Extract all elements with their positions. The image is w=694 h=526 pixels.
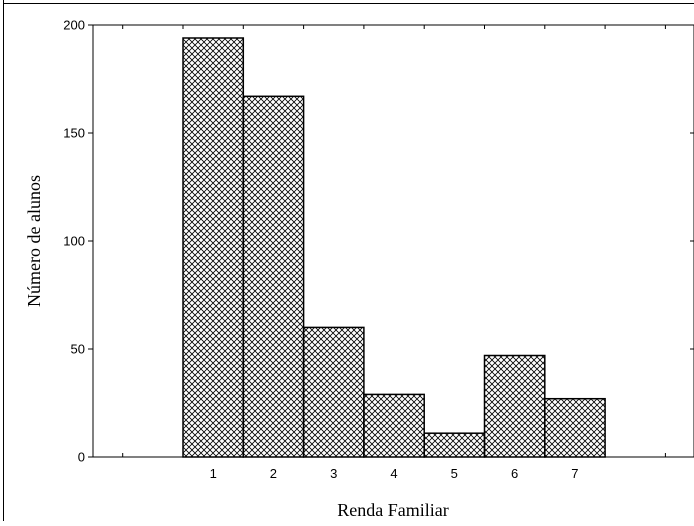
y-tick-label: 0 (78, 450, 85, 465)
x-tick-label: 5 (451, 466, 458, 481)
bar-1 (182, 37, 245, 458)
x-tick-label: 1 (210, 466, 217, 481)
x-tick-label: 6 (511, 466, 518, 481)
x-tick-label: 7 (571, 466, 578, 481)
y-tick-label: 50 (71, 342, 85, 357)
bar-5 (423, 432, 486, 458)
x-tick-label: 2 (270, 466, 277, 481)
bar-6 (483, 354, 546, 458)
y-axis-label: Número de alunos (24, 175, 44, 307)
x-axis-ticks: 1 2 3 4 5 6 7 (122, 25, 666, 481)
bar-2 (242, 95, 305, 458)
x-tick-label: 3 (330, 466, 337, 481)
y-axis-ticks: 0 50 100 150 200 (63, 18, 694, 465)
bar-7 (544, 397, 606, 458)
bar-group (182, 37, 606, 458)
bar-4 (363, 393, 425, 458)
x-tick-label: 4 (390, 466, 397, 481)
bar-3 (302, 326, 365, 458)
y-tick-label: 150 (63, 126, 85, 141)
x-axis-label: Renda Familiar (337, 500, 448, 520)
y-tick-label: 200 (63, 18, 85, 33)
y-tick-label: 100 (63, 234, 85, 249)
